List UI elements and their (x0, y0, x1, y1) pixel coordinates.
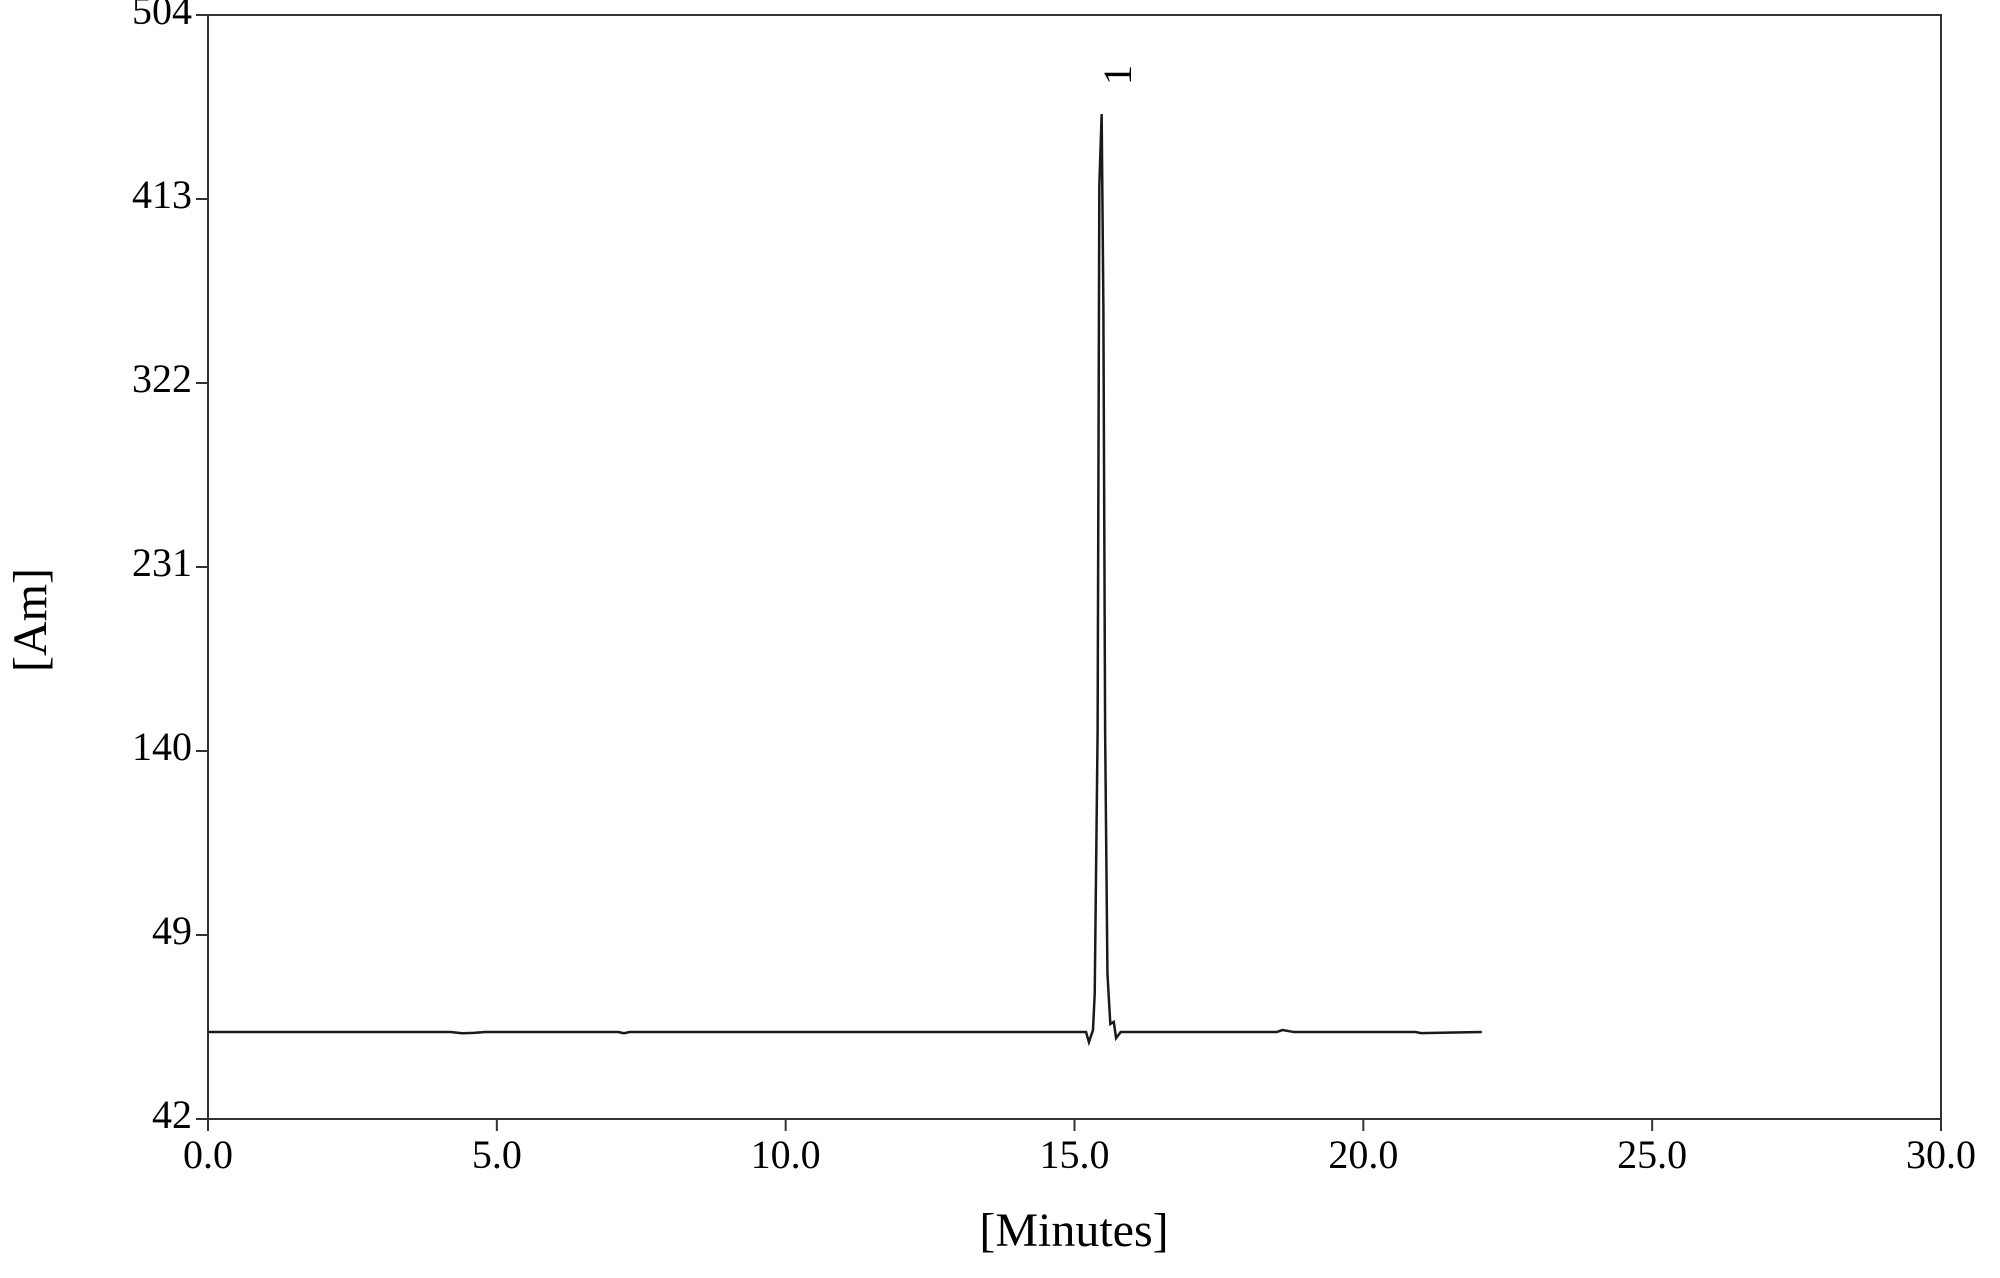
x-tick-label: 25.0 (1617, 1132, 1687, 1177)
x-axis-label: [Minutes] (979, 1204, 1168, 1257)
x-tick-label: 5.0 (472, 1132, 522, 1177)
plot-frame (207, 14, 1942, 1120)
y-tick-label: 504 (132, 0, 192, 33)
y-axis-label: [Am] (4, 568, 57, 672)
x-tick-label: 30.0 (1906, 1132, 1976, 1177)
y-tick-label: 413 (132, 172, 192, 217)
peak-label: 1 (1095, 65, 1140, 85)
trace-line (208, 114, 1482, 1047)
x-tick-label: 0.0 (183, 1132, 233, 1177)
x-tick-label: 20.0 (1328, 1132, 1398, 1177)
y-tick-label: 231 (132, 540, 192, 585)
x-tick-label: 15.0 (1040, 1132, 1110, 1177)
y-tick-label: 49 (152, 908, 192, 953)
x-tick-label: 10.0 (751, 1132, 821, 1177)
y-tick-label: 322 (132, 356, 192, 401)
y-tick-label: 42 (152, 1092, 192, 1137)
y-tick-label: 140 (132, 724, 192, 769)
